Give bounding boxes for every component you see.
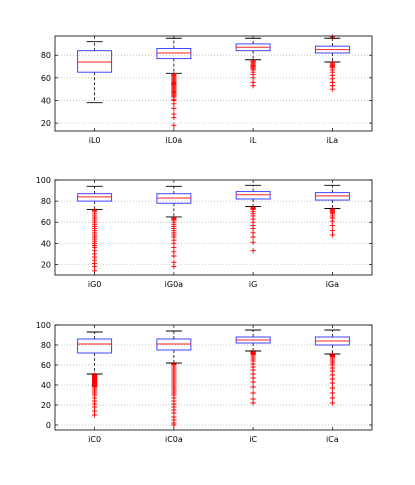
outlier-marker — [250, 58, 256, 64]
y-tick-label: 60 — [41, 74, 51, 83]
y-tick-label: 40 — [41, 381, 51, 390]
box-iLa — [314, 34, 350, 92]
outlier-marker — [250, 79, 256, 85]
x-tick-label: iG — [249, 280, 257, 289]
x-tick-label: iCa — [326, 435, 339, 444]
boxplot-panel: 20 40 60 80 100 iG0 iG0a iG iGa — [36, 176, 373, 289]
outlier-marker — [92, 208, 98, 214]
y-tick-label: 20 — [41, 401, 51, 410]
box-iC0a — [156, 330, 192, 428]
y-tick-label: 20 — [41, 119, 51, 128]
box-iGa — [314, 184, 350, 238]
box-iCa — [314, 329, 350, 406]
y-tick-label: 60 — [41, 218, 51, 227]
box-iC0 — [77, 331, 113, 418]
iqr-box — [235, 191, 271, 200]
outlier-marker — [250, 390, 256, 396]
outlier-marker — [329, 390, 335, 396]
outlier-marker — [171, 122, 177, 128]
x-tick-label: iC — [249, 435, 257, 444]
x-tick-label: iG0 — [88, 280, 102, 289]
y-tick-label: 40 — [41, 239, 51, 248]
x-tick-label: iL — [250, 136, 257, 145]
y-tick-label: 20 — [41, 260, 51, 269]
x-tick-label: iC0a — [165, 435, 183, 444]
x-tick-label: iG0a — [165, 280, 184, 289]
box-iL0 — [77, 41, 113, 104]
iqr-box — [77, 193, 113, 202]
x-tick-label: iGa — [326, 280, 339, 289]
iqr-box — [77, 50, 113, 73]
outlier-marker — [92, 372, 98, 378]
x-tick-label: iC0 — [88, 435, 101, 444]
outlier-marker — [171, 71, 177, 78]
outlier-marker — [171, 361, 177, 367]
axes-frame — [54, 324, 373, 431]
box-iG0a — [156, 185, 192, 270]
outlier-marker — [329, 385, 335, 391]
outlier-marker — [329, 228, 335, 234]
outlier-marker — [250, 349, 256, 355]
box-iL — [235, 37, 271, 89]
iqr-box — [314, 192, 350, 201]
y-tick-label: 0 — [46, 421, 51, 430]
x-tick-label: iLa — [327, 136, 339, 145]
box-iC — [235, 329, 271, 406]
x-tick-label: iL0a — [166, 136, 183, 145]
outlier-marker — [171, 259, 177, 265]
y-tick-label: 100 — [36, 176, 51, 185]
outlier-marker — [329, 352, 335, 358]
outlier-marker — [250, 248, 256, 254]
box-iG0 — [77, 185, 113, 274]
outlier-marker — [329, 400, 335, 406]
iqr-box — [156, 193, 192, 204]
outlier-marker — [329, 206, 335, 213]
y-tick-label: 60 — [41, 361, 51, 370]
boxplot-panel: 0 20 40 60 80 100 iC0 iC0a iC iCa — [36, 321, 373, 444]
box-iL0a — [156, 37, 192, 128]
axes-frame — [54, 179, 373, 276]
x-tick-label: iL0 — [89, 136, 101, 145]
y-tick-label: 80 — [41, 341, 51, 350]
box-iG — [235, 184, 271, 254]
outlier-marker — [171, 215, 177, 221]
y-tick-label: 40 — [41, 96, 51, 105]
outlier-marker — [171, 111, 177, 117]
y-tick-label: 80 — [41, 197, 51, 206]
outlier-marker — [171, 105, 177, 111]
outlier-marker — [250, 204, 256, 211]
outlier-marker — [329, 60, 335, 66]
axes-frame — [54, 35, 373, 132]
outlier-marker — [250, 384, 256, 390]
y-tick-label: 80 — [41, 51, 51, 60]
y-tick-label: 100 — [36, 321, 51, 330]
outlier-marker — [250, 239, 256, 245]
outlier-marker — [250, 396, 256, 402]
iqr-box — [156, 47, 192, 60]
iqr-box — [77, 338, 113, 354]
outlier-marker — [329, 395, 335, 401]
boxplot-panel: 20 40 60 80 iL0 iL0a iL iLa — [41, 34, 373, 145]
